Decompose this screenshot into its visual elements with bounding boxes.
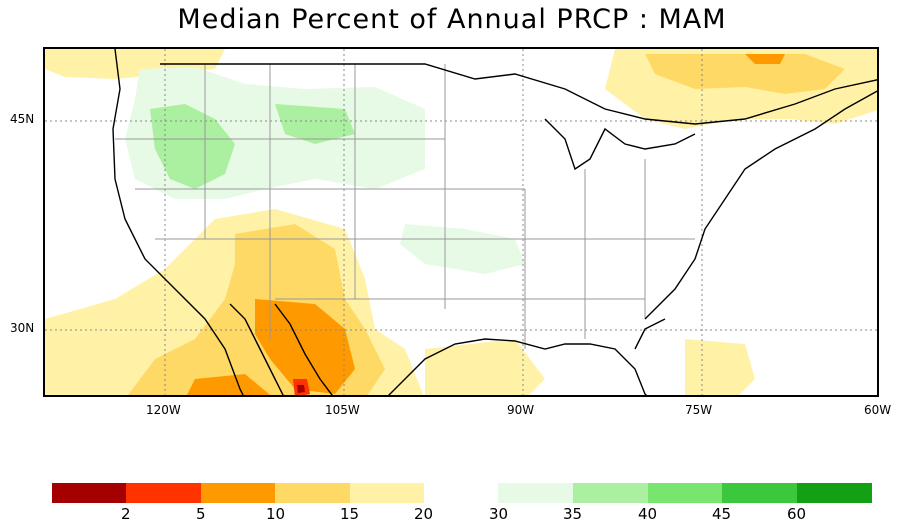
legend-swatch-15-20 [350,483,424,503]
legend-label-15: 15 [340,505,360,523]
legend-label-35: 35 [563,505,583,523]
legend-swatch-gt60 [797,483,872,503]
shade-northeast-mid [645,54,845,94]
shade-rockies-green-mid [150,104,235,189]
graticule [45,49,877,395]
chart-title: Median Percent of Annual PRCP : MAM [177,4,727,35]
legend-label-2: 2 [121,505,131,523]
legend-swatch-5-10 [201,483,275,503]
coast-atlantic [644,90,877,320]
coast-great-lakes [544,118,696,171]
legend-label-45: 45 [712,505,732,523]
legend-swatch-45-60 [722,483,797,503]
legend-label-40: 40 [638,505,658,523]
legend-swatch-2-5 [126,483,201,503]
coast-canada-border [160,63,877,125]
x-tick-90w: 90W [507,403,535,417]
precip-shading [45,49,877,395]
shade-rockies-green-mid2 [275,104,355,144]
x-tick-105w: 105W [325,403,360,417]
legend-swatch-40-45 [648,483,722,503]
legend-swatch-10-15 [275,483,350,503]
coast-mexico-west [274,303,333,395]
shade-gulf-light [425,339,545,395]
legend-swatch-30-35 [498,483,573,503]
coast-gulf [388,338,647,395]
coastlines [112,49,877,395]
x-tick-120w: 120W [146,403,181,417]
coast-pacific [112,49,244,395]
coast-baja [229,303,284,395]
legend-label-20: 20 [414,505,434,523]
legend-swatch-35-40 [573,483,648,503]
legend-label-10: 10 [266,505,286,523]
legend-label-30: 30 [489,505,509,523]
y-tick-45n: 45N [10,112,35,126]
coast-florida [634,318,666,350]
shade-northeast-orange [745,54,785,64]
legend-swatch-lt2 [52,483,126,503]
map-canvas [45,49,877,395]
shade-baja-orange [187,374,271,395]
shade-plains-green [400,224,525,274]
shade-mexico-dark [297,385,305,393]
legend-label-5: 5 [196,505,206,523]
x-tick-75w: 75W [685,403,713,417]
shade-mexico-orange [255,299,355,394]
legend-label-60: 60 [787,505,807,523]
map-frame [43,47,879,397]
x-tick-60w: 60W [864,403,892,417]
y-tick-30n: 30N [10,321,35,335]
shade-atlantic-light [685,339,755,395]
